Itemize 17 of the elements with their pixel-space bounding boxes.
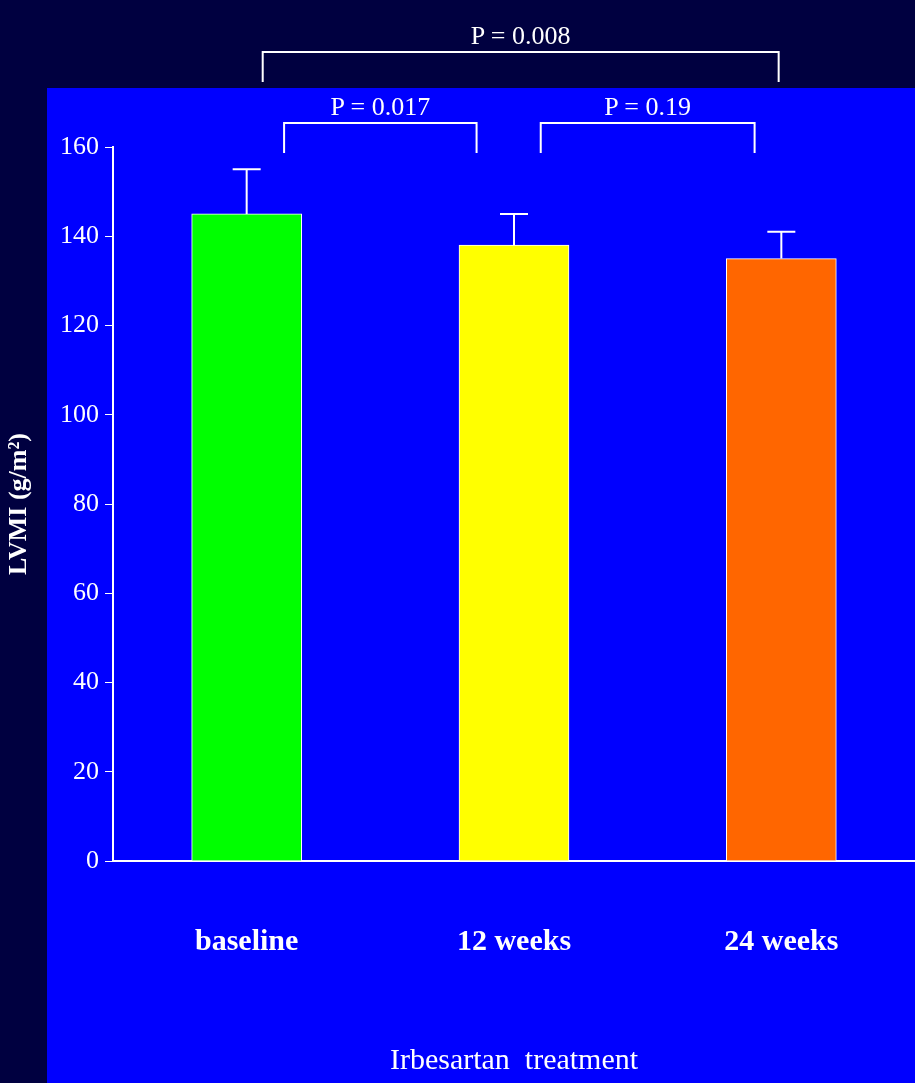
y-tick-label: 100 [60,398,99,428]
text: P = 0.017 [330,91,431,121]
y-tick-label: 80 [73,487,99,517]
y-tick-label: 160 [60,130,99,160]
text: P = 0.008 [470,20,571,50]
y-axis-title: LVMI (g/m²) [3,433,33,575]
y-tick-label: 140 [60,220,99,250]
y-tick-label: 120 [60,309,99,339]
text: P = 0.19 [604,91,691,121]
y-tick-label: 0 [86,844,99,874]
y-tick-label: 20 [73,755,99,785]
x-tick-label: 12 weeks [456,922,572,956]
y-tick-label: 60 [73,577,99,607]
y-tick-label: 40 [73,666,99,696]
x-tick-label: baseline [194,922,299,956]
x-tick-label: 24 weeks [724,922,839,956]
x-axis-title: Irbesartan treatment [389,1041,639,1075]
